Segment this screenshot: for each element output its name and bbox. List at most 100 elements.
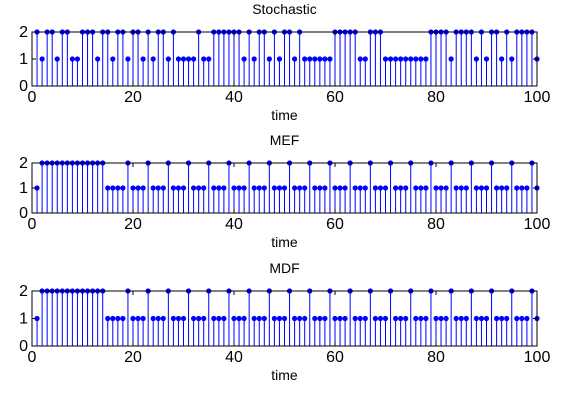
stem-marker: [231, 315, 237, 322]
stem-marker: [519, 315, 525, 322]
stem-marker: [418, 185, 424, 191]
stem-marker: [170, 185, 176, 191]
stem-marker: [115, 315, 121, 322]
stem-marker: [499, 315, 505, 322]
x-tick-label: 0: [28, 89, 37, 106]
stem-marker: [322, 315, 328, 322]
stem-marker: [509, 56, 515, 62]
stem-marker: [377, 185, 384, 191]
stem-marker: [135, 185, 141, 191]
stem-marker: [403, 56, 409, 62]
stem-marker: [175, 56, 182, 62]
stem-marker: [297, 315, 303, 322]
x-tick-label: 80: [427, 216, 445, 233]
stem-marker: [393, 185, 399, 191]
stem-marker: [524, 315, 530, 322]
stem-marker: [352, 185, 358, 191]
stem-marker: [115, 185, 121, 191]
stem-marker: [191, 56, 197, 62]
stem-marker: [362, 56, 368, 62]
stem-marker: [125, 56, 131, 62]
stem-marker: [165, 56, 171, 62]
stem-marker: [478, 185, 485, 191]
stem-marker: [307, 56, 313, 62]
stem-marker: [191, 185, 197, 191]
stem-marker: [337, 315, 343, 322]
stem-marker: [54, 56, 60, 62]
stem-marker: [423, 185, 429, 191]
stem-marker: [322, 185, 328, 191]
stem-marker: [514, 185, 520, 191]
stem-marker: [155, 315, 161, 322]
x-tick-label: 0: [28, 349, 37, 366]
stem-marker: [443, 185, 449, 191]
stem-marker: [120, 185, 126, 191]
stem-marker: [352, 315, 358, 322]
stem-marker: [413, 185, 419, 191]
stem-marker: [201, 56, 207, 62]
stem-marker: [39, 56, 45, 62]
stem-marker: [483, 56, 490, 62]
x-tick-label: 20: [124, 349, 142, 366]
stem-marker: [322, 56, 328, 62]
stem-marker: [458, 315, 464, 322]
stem-marker: [418, 56, 424, 62]
stem-series: [34, 29, 540, 86]
stem-marker: [256, 185, 262, 191]
stem-marker: [403, 315, 409, 322]
chart-title: MDF: [269, 260, 299, 276]
stem-marker: [241, 315, 247, 322]
stem-marker: [377, 315, 384, 322]
stem-marker: [312, 185, 318, 191]
x-axis-label: time: [271, 107, 298, 123]
stem-marker: [170, 315, 176, 322]
stem-marker: [413, 315, 419, 322]
stem-marker: [185, 56, 192, 62]
stem-marker: [281, 315, 288, 322]
stem-marker: [110, 185, 116, 191]
stem-marker: [423, 56, 429, 62]
stem-marker: [211, 185, 217, 191]
stem-marker: [463, 185, 469, 191]
stem-marker: [504, 315, 510, 322]
stem-marker: [292, 315, 298, 322]
stem-series: [34, 288, 540, 346]
x-tick-label: 100: [524, 89, 551, 106]
y-tick-label: 1: [19, 180, 28, 197]
stem-marker: [302, 315, 308, 322]
stem-marker: [473, 56, 480, 62]
stem-marker: [130, 185, 136, 191]
stem-marker: [196, 315, 202, 322]
stem-marker: [251, 315, 257, 322]
stem-marker: [175, 185, 182, 191]
stem-marker: [241, 56, 247, 62]
stem-marker: [130, 315, 136, 322]
stem-marker: [236, 185, 242, 191]
stem-marker: [251, 56, 257, 62]
stem-marker: [504, 185, 510, 191]
x-tick-label: 100: [524, 216, 551, 233]
stem-marker: [438, 185, 444, 191]
stem-marker: [382, 56, 389, 62]
stem-marker: [317, 56, 323, 62]
stem-marker: [276, 315, 283, 322]
x-tick-label: 60: [326, 89, 344, 106]
stem-marker: [453, 185, 459, 191]
x-tick-label: 20: [124, 216, 142, 233]
y-tick-label: 1: [19, 51, 28, 68]
stem-marker: [398, 185, 404, 191]
stem-marker: [453, 315, 459, 322]
stem-marker: [261, 185, 267, 191]
stem-marker: [120, 315, 126, 322]
stem-marker: [473, 315, 480, 322]
stem-marker: [398, 315, 404, 322]
stem-marker: [357, 185, 363, 191]
stem-marker: [398, 56, 404, 62]
stem-marker: [221, 185, 227, 191]
stem-marker: [256, 315, 262, 322]
x-tick-label: 80: [427, 89, 445, 106]
stem-marker: [180, 56, 187, 62]
stem-marker: [175, 315, 182, 322]
stem-marker: [271, 315, 278, 322]
x-tick-label: 40: [225, 216, 243, 233]
